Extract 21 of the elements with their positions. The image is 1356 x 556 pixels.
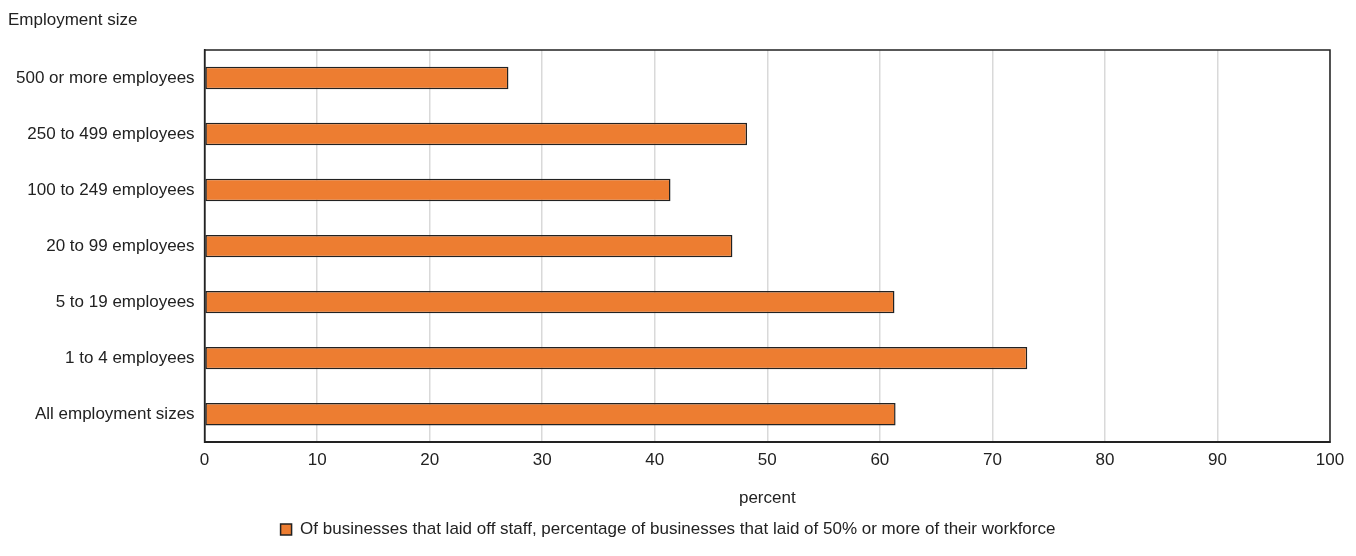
legend-label: Of businesses that laid off staff, percentage of businesses that laid of 50% or more of their workforce: [300, 519, 1056, 539]
y-tick-label: 5 to 19 employees: [55, 291, 195, 311]
x-tick-label: 60: [870, 450, 890, 470]
x-tick-label: 100: [1315, 450, 1345, 470]
x-tick-label: 70: [982, 450, 1002, 470]
x-tick-label: 90: [1208, 450, 1227, 470]
y-axis-title: Employment size: [8, 10, 138, 30]
x-tick-label: 50: [757, 450, 777, 470]
y-tick-label: 1 to 4 employees: [65, 347, 195, 367]
y-tick-label: 500 or more employees: [16, 67, 195, 87]
x-tick-label: 10: [307, 450, 327, 470]
x-axis-title: percent: [738, 488, 796, 508]
y-tick-label: 250 to 499 employees: [27, 123, 195, 143]
x-tick-label: 40: [645, 450, 665, 470]
x-tick-label: 0: [199, 450, 210, 470]
y-tick-label: 20 to 99 employees: [46, 235, 195, 255]
y-tick-label: All employment sizes: [34, 403, 195, 423]
x-tick-label: 80: [1095, 450, 1115, 470]
x-tick-label: 20: [420, 450, 440, 470]
y-tick-label: 100 to 249 employees: [27, 179, 195, 199]
x-tick-label: 30: [532, 450, 552, 470]
